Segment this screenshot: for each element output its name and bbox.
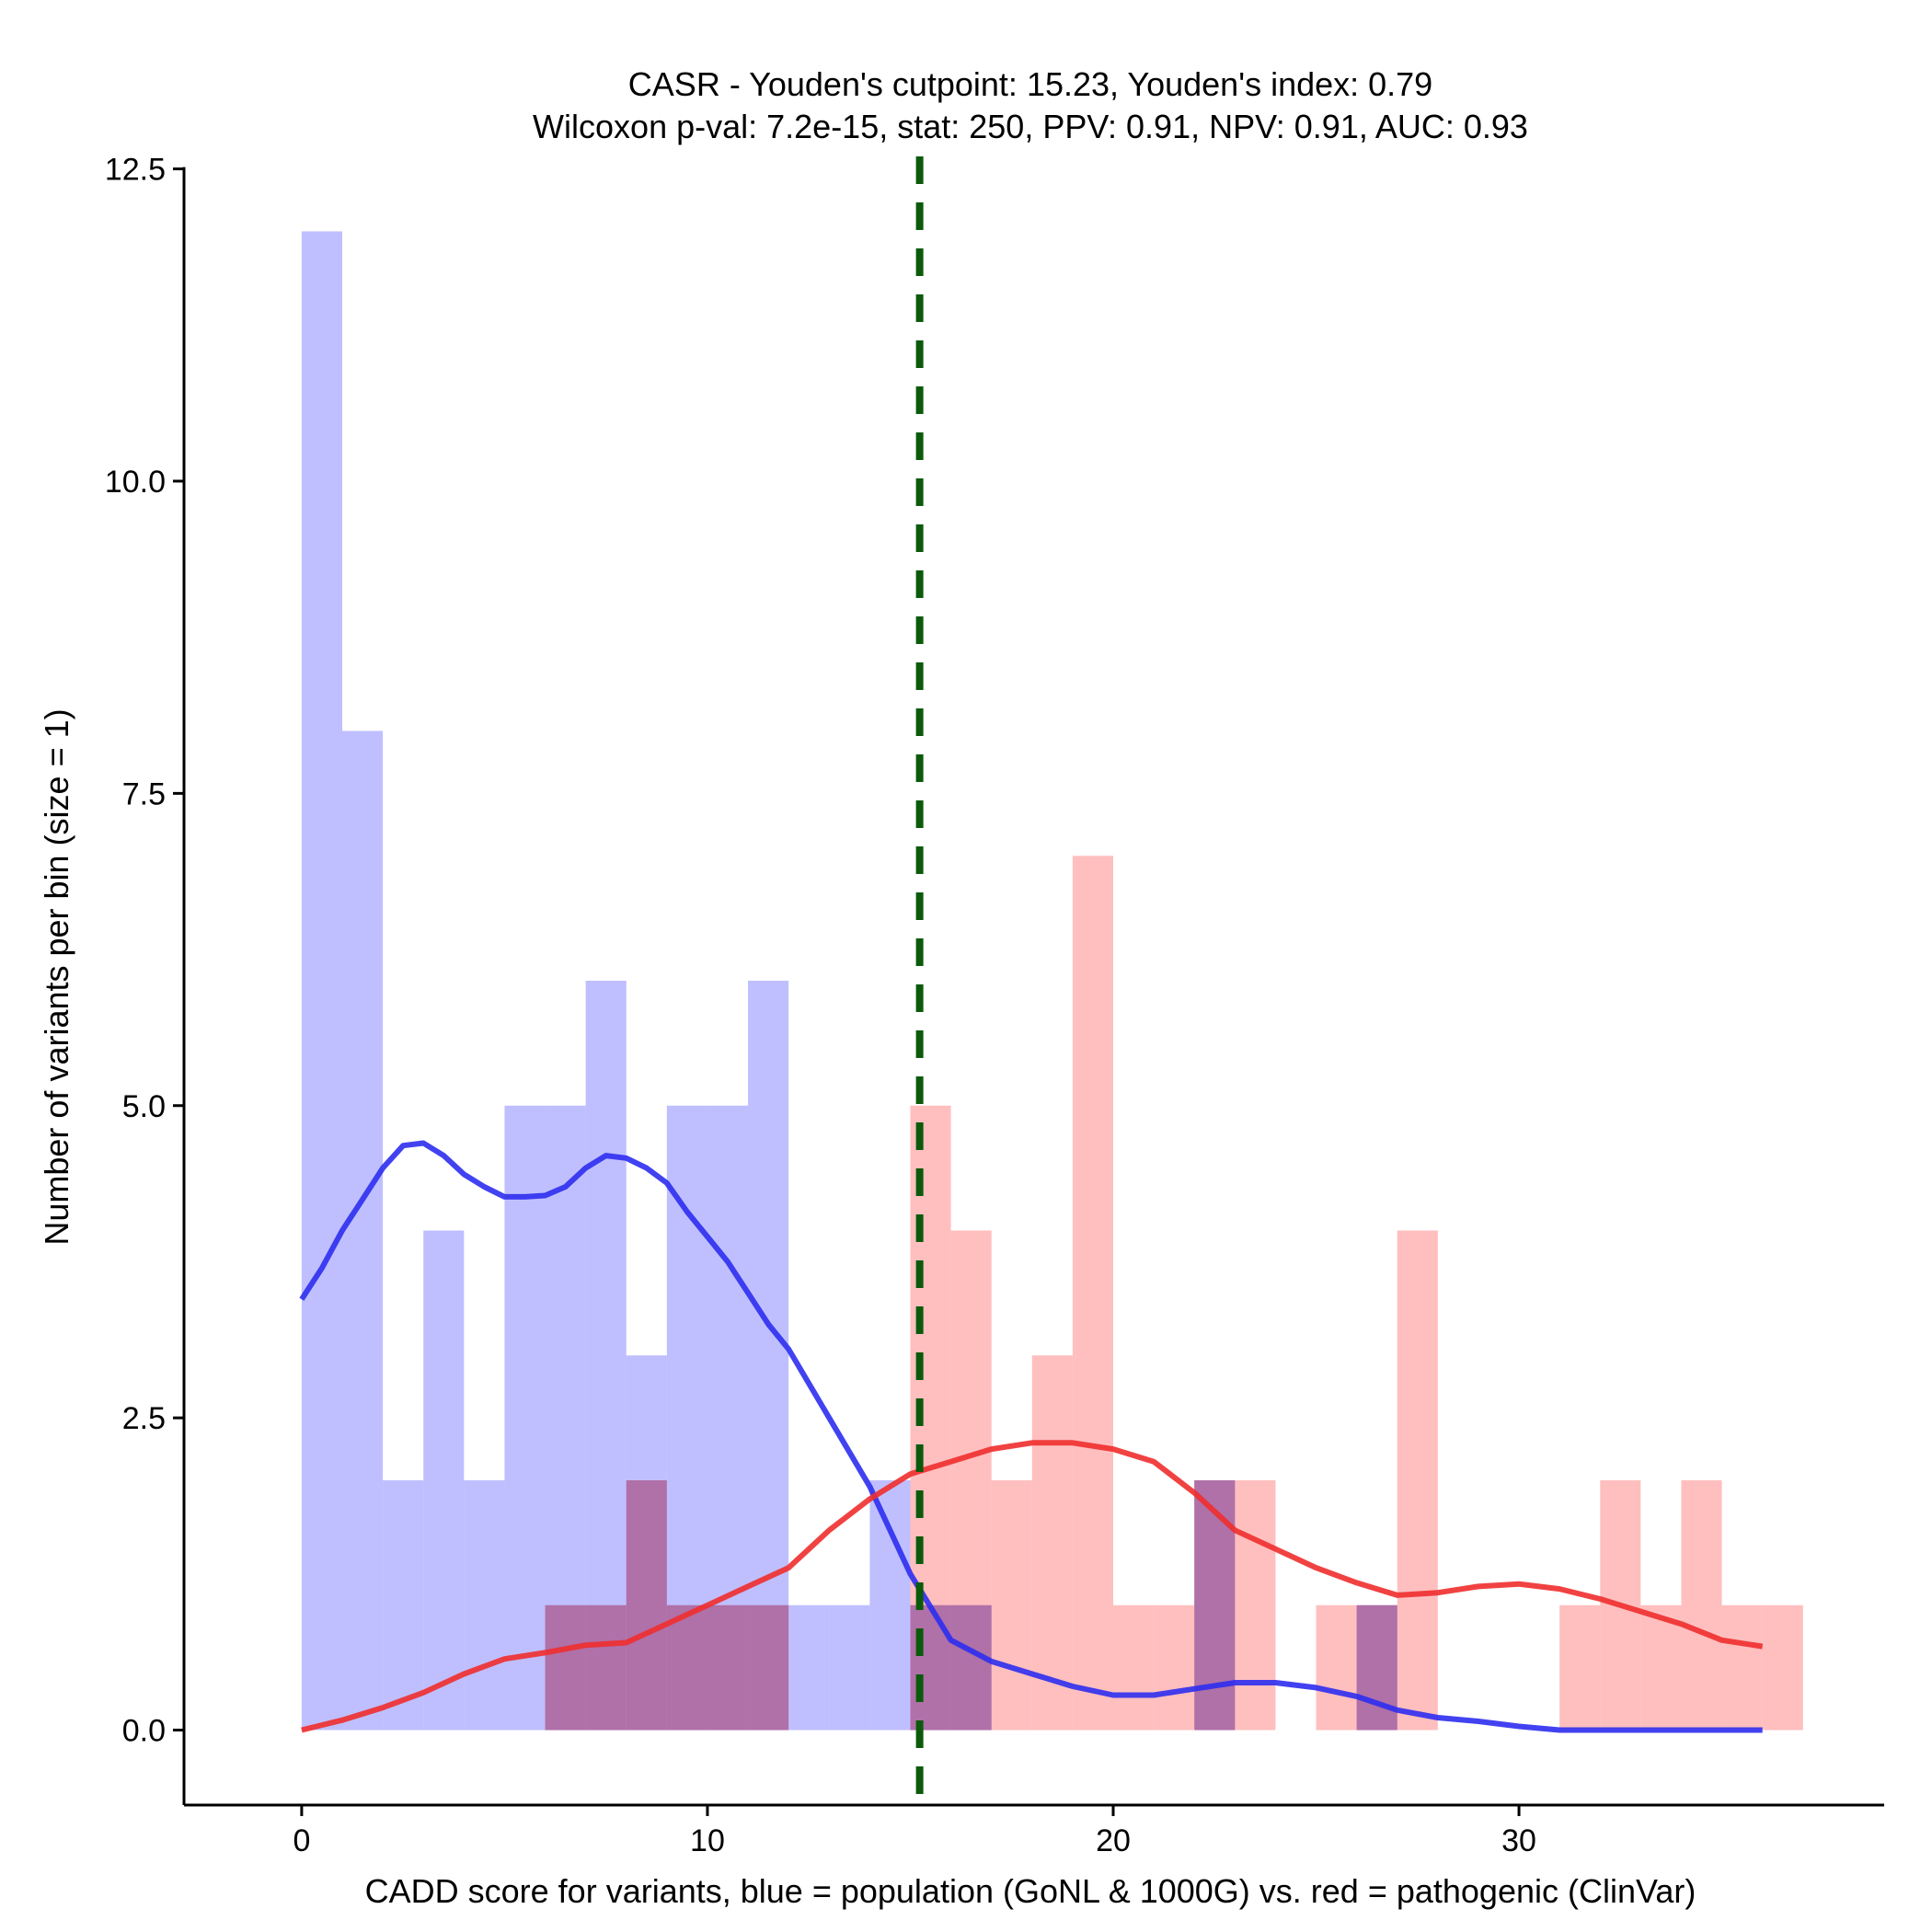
pathogenic-bar (1762, 1604, 1803, 1731)
x-tick-label: 20 (1096, 1823, 1131, 1858)
overlap-bar (545, 1604, 586, 1731)
population-bar (504, 1105, 546, 1731)
pathogenic-bar (1113, 1604, 1155, 1731)
overlap-bar (910, 1604, 951, 1731)
x-tick-label: 0 (293, 1823, 310, 1858)
x-tick-label: 10 (690, 1823, 725, 1858)
population-bar (383, 1480, 424, 1731)
pathogenic-density-line (301, 1440, 1764, 1733)
pathogenic-bar (1072, 856, 1114, 1731)
pathogenic-bar (1721, 1604, 1763, 1731)
pathogenic-bar (1031, 1355, 1073, 1731)
pathogenic-bar (991, 1480, 1032, 1731)
overlap-bar (950, 1604, 992, 1731)
population-bar (869, 1480, 911, 1731)
chart-title-line2: Wilcoxon p-val: 7.2e-15, stat: 250, PPV:… (533, 108, 1528, 145)
overlap-bar (707, 1604, 749, 1731)
pathogenic-bar (1681, 1480, 1722, 1731)
pathogenic-bar (1640, 1604, 1682, 1731)
population-bar (829, 1604, 870, 1731)
overlap-bar (585, 1604, 627, 1731)
population-bar (464, 1480, 505, 1731)
y-axis-title: Number of variants per bin (size = 1) (38, 708, 75, 1245)
overlap-bar (626, 1480, 667, 1731)
pathogenic-bar (1397, 1230, 1438, 1731)
x-axis-ticks: 0 10 20 30 (293, 1805, 1536, 1858)
y-tick-label: 2.5 (122, 1401, 166, 1436)
overlap-bar (1356, 1604, 1397, 1731)
y-tick-label: 7.5 (122, 776, 166, 811)
population-bar (342, 730, 384, 1731)
pathogenic-bar (1559, 1604, 1601, 1731)
population-bar (788, 1604, 830, 1731)
x-tick-label: 30 (1501, 1823, 1536, 1858)
overlap-bar (748, 1604, 789, 1731)
pathogenic-bar (1154, 1604, 1195, 1731)
population-bar (301, 231, 343, 1731)
x-axis-title: CADD score for variants, blue = populati… (365, 1872, 1696, 1910)
overlap-bar (1194, 1480, 1236, 1731)
y-tick-label: 12.5 (105, 153, 166, 188)
y-tick-label: 5.0 (122, 1089, 166, 1124)
y-axis-ticks: 0.0 2.5 5.0 7.5 10.0 12.5 (105, 153, 184, 1749)
chart-title-line1: CASR - Youden's cutpoint: 15.23, Youden'… (628, 65, 1432, 103)
pathogenic-bar (1316, 1604, 1357, 1731)
pathogenic-bar (1235, 1480, 1276, 1731)
population-density-line (299, 1140, 1763, 1733)
y-tick-label: 10.0 (105, 465, 166, 500)
overlap-bar (666, 1604, 707, 1731)
overlap-bars (545, 1480, 1397, 1731)
y-tick-label: 0.0 (122, 1714, 166, 1749)
population-bar (423, 1230, 465, 1731)
